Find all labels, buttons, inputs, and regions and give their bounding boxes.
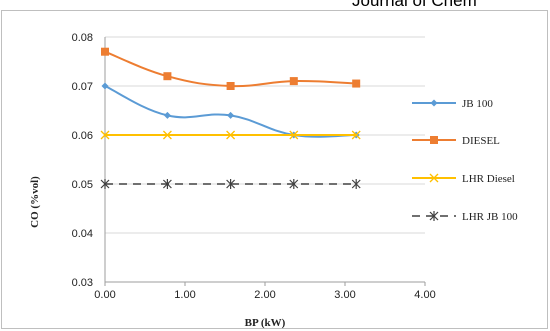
y-tick-label: 0.05 bbox=[72, 179, 93, 191]
x-tick-label: 1.00 bbox=[174, 289, 195, 301]
legend-marker bbox=[430, 136, 438, 144]
y-tick-label: 0.03 bbox=[72, 277, 93, 289]
data-point bbox=[226, 130, 236, 140]
data-point bbox=[351, 130, 361, 140]
legend-label: DIESEL bbox=[462, 135, 500, 147]
legend-marker bbox=[430, 99, 438, 107]
x-tick-label: 2.00 bbox=[254, 289, 275, 301]
y-tick-label: 0.06 bbox=[72, 130, 93, 142]
series-layer bbox=[100, 47, 361, 189]
axes bbox=[104, 37, 426, 286]
y-tick-label: 0.04 bbox=[72, 228, 93, 240]
series-line-jb-100 bbox=[104, 85, 357, 138]
data-point bbox=[162, 179, 172, 189]
journal-header-fragment: Journal of Chem bbox=[352, 0, 477, 10]
y-axis-title: CO (%vol) bbox=[29, 176, 41, 228]
data-point bbox=[352, 79, 361, 88]
data-point bbox=[163, 72, 172, 81]
data-point bbox=[101, 82, 109, 90]
data-point bbox=[226, 82, 235, 90]
x-tick-label: 4.00 bbox=[414, 289, 435, 301]
x-tick-label: 0.00 bbox=[94, 289, 115, 301]
x-tick-labels: 0.00 1.00 2.00 3.00 4.00 bbox=[94, 289, 435, 301]
data-point bbox=[100, 179, 110, 189]
legend-label: LHR Diesel bbox=[462, 173, 515, 185]
legend: JB 100 DIESEL LHR Diesel LHR JB 100 bbox=[412, 98, 518, 223]
data-point bbox=[226, 179, 236, 189]
data-point bbox=[289, 130, 299, 140]
data-point bbox=[100, 130, 110, 140]
data-point bbox=[162, 130, 172, 140]
x-tick-label: 3.00 bbox=[334, 289, 355, 301]
x-axis-title: BP (kW) bbox=[245, 317, 286, 329]
data-point bbox=[351, 179, 361, 189]
series-line-diesel bbox=[104, 50, 357, 88]
data-point bbox=[227, 111, 235, 119]
y-tick-label: 0.08 bbox=[72, 32, 93, 44]
data-point bbox=[101, 47, 109, 56]
legend-label: LHR JB 100 bbox=[462, 211, 518, 223]
data-point bbox=[289, 77, 298, 86]
legend-label: JB 100 bbox=[462, 98, 493, 110]
legend-marker bbox=[429, 173, 439, 183]
y-tick-label: 0.07 bbox=[72, 81, 93, 93]
legend-marker bbox=[429, 211, 439, 221]
data-point bbox=[289, 179, 299, 189]
data-point bbox=[163, 111, 171, 119]
chart-frame bbox=[1, 10, 548, 329]
y-tick-labels: 0.03 0.04 0.05 0.06 0.07 0.08 bbox=[72, 32, 93, 289]
